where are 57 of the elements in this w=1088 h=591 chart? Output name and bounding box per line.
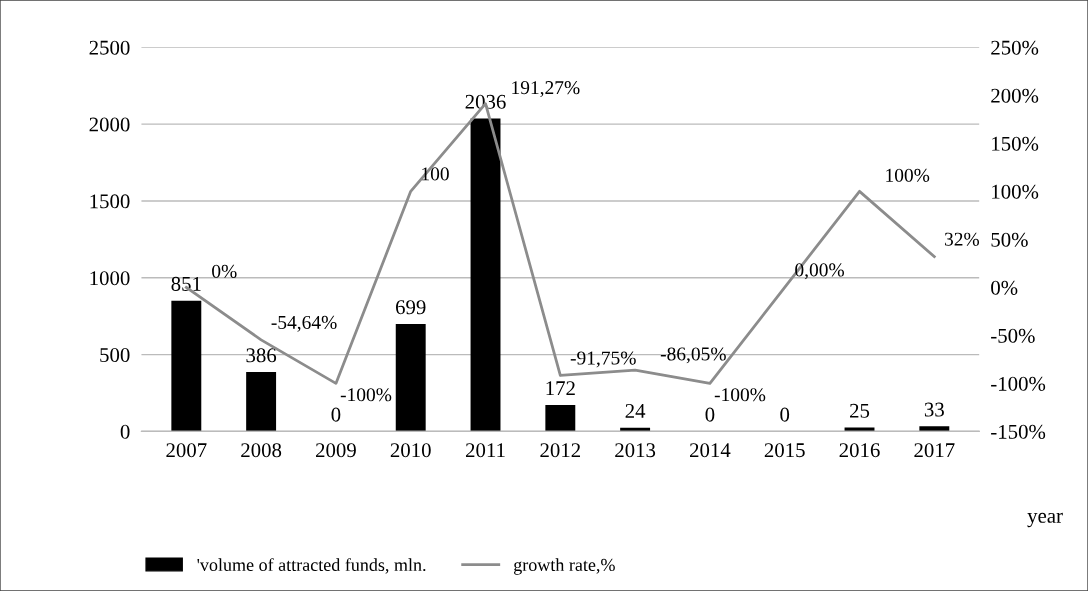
bar (545, 405, 576, 432)
data-label: -86,05% (660, 347, 726, 364)
y-tick-label: 2000 (89, 117, 130, 132)
y2-tick-label: -100% (991, 376, 1046, 391)
y2-tick-label: 200% (991, 88, 1039, 103)
bar (395, 324, 426, 432)
x-tick-label: 2012 (540, 443, 580, 458)
x-tick-label: 2013 (615, 443, 656, 458)
data-label: 32% (944, 232, 980, 246)
y-tick-label: 1500 (90, 194, 130, 209)
data-label: 25 (850, 403, 870, 418)
data-label: 0,00% (795, 263, 844, 280)
x-axis-title: year (1027, 512, 1063, 528)
x-tick-label: 2007 (166, 443, 207, 458)
data-label: 386 (246, 348, 277, 363)
data-label: 0 (331, 407, 341, 422)
y2-tick-label: 50% (991, 232, 1028, 247)
x-tick-label: 2016 (839, 443, 880, 458)
x-tick-label: 2009 (316, 443, 356, 458)
data-label: 100 (422, 167, 449, 181)
y-tick-label: 1000 (90, 271, 130, 286)
data-label: -91,75% (570, 351, 636, 368)
data-label: 851 (171, 276, 201, 291)
data-label: 0% (212, 264, 237, 278)
data-label: 0 (705, 407, 715, 422)
bar (919, 426, 950, 432)
bar (171, 300, 202, 432)
data-label: 33 (924, 402, 944, 417)
y2-tick-label: -50% (991, 328, 1035, 343)
data-label: 0 (780, 407, 790, 422)
bar (470, 118, 501, 432)
y2-tick-label: -150% (991, 424, 1046, 439)
data-label: 2036 (465, 94, 506, 109)
data-label: -100% (340, 388, 392, 402)
y2-tick-label: 100% (992, 184, 1039, 199)
data-label: 172 (546, 381, 575, 396)
x-tick-label: 2015 (764, 443, 805, 458)
legend-label: 'volume of attracted funds, mln. (197, 558, 426, 574)
x-tick-label: 2014 (690, 443, 731, 458)
x-tick-label: 2017 (914, 443, 955, 458)
y2-tick-label: 250% (991, 40, 1039, 55)
data-label: 24 (625, 403, 646, 418)
data-label: 699 (395, 300, 426, 315)
y-tick-label: 0 (120, 424, 130, 439)
y2-tick-label: 150% (992, 136, 1039, 151)
data-label: -100% (714, 388, 766, 402)
bar (246, 372, 277, 432)
legend-label: growth rate,% (513, 558, 615, 575)
x-tick-label: 2008 (241, 443, 282, 458)
y-tick-label: 500 (100, 347, 130, 363)
x-tick-label: 2011 (465, 443, 505, 458)
data-label: 191,27% (512, 81, 580, 97)
x-tick-label: 2010 (390, 443, 431, 458)
y-tick-label: 2500 (89, 40, 130, 55)
data-label: 100% (886, 168, 930, 182)
data-label: -54,64% (271, 315, 337, 332)
y2-tick-label: 0% (991, 280, 1018, 295)
